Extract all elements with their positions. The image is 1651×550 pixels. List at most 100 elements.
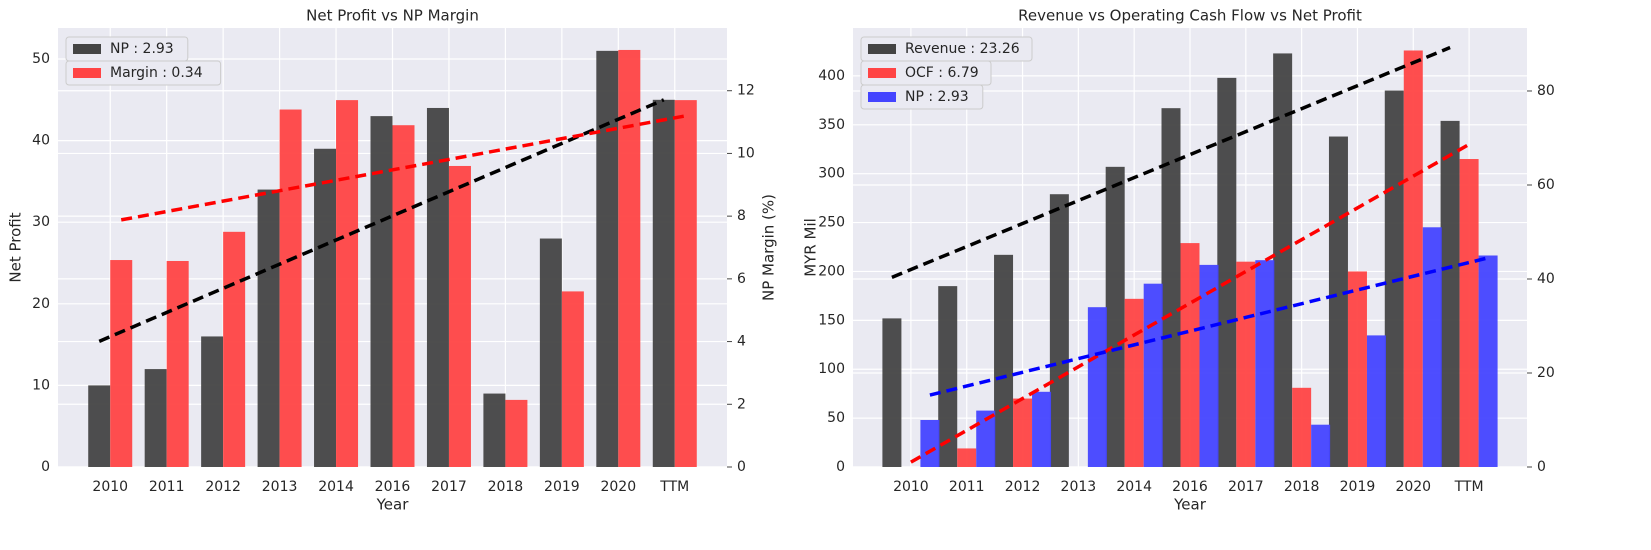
y-tick-label: 50: [32, 51, 50, 67]
legend-box: [860, 84, 984, 110]
x-tick-label: 2011: [149, 479, 185, 495]
y-tick-label: 20: [32, 296, 50, 312]
trend-line: [910, 142, 1470, 464]
x-tick-label: 2012: [205, 479, 241, 495]
x-tick-label: 2018: [1284, 479, 1320, 495]
y-tick-label: 400: [818, 68, 845, 84]
bar: [1049, 194, 1069, 467]
bar: [257, 189, 280, 467]
bar: [1013, 398, 1033, 467]
x-tick-label: TTM: [659, 479, 689, 495]
bar: [166, 260, 189, 467]
bar: [1478, 255, 1498, 467]
trend-line: [98, 98, 665, 343]
legend-label: Margin : 0.34: [110, 65, 203, 81]
y2-tick-label: 2: [737, 396, 746, 412]
x-tick-label: 2016: [375, 479, 411, 495]
legend-swatch: [868, 68, 896, 78]
bar: [539, 238, 562, 467]
y-tick-label: 30: [32, 214, 50, 230]
y-tick-label: 300: [818, 166, 845, 182]
trend-line: [120, 114, 687, 222]
x-tick-label: 2019: [1340, 479, 1376, 495]
x-tick-label: 2013: [262, 479, 298, 495]
x-tick-label: 2013: [1061, 479, 1097, 495]
legend-swatch: [73, 44, 101, 54]
x-axis-label: Year: [376, 496, 410, 514]
legend-box: [65, 60, 222, 86]
bar: [1347, 271, 1367, 467]
y-tick-label: 50: [827, 410, 845, 426]
bar: [110, 260, 133, 467]
bar: [1180, 243, 1200, 467]
bar: [279, 109, 302, 468]
bar: [938, 286, 958, 467]
bar: [1161, 108, 1181, 468]
bar: [976, 410, 996, 467]
bar: [994, 254, 1014, 467]
bar: [1124, 298, 1144, 467]
bar: [561, 291, 584, 467]
y2-tick-label: 6: [737, 271, 746, 287]
legend-swatch: [868, 92, 896, 102]
y-tick-label: 10: [32, 377, 50, 393]
y-axis-label: Net Profit: [7, 212, 25, 282]
legend-label: NP : 2.93: [110, 41, 174, 57]
y-tick-label: 150: [818, 312, 845, 328]
legend-swatch: [73, 68, 101, 78]
bar: [1255, 260, 1275, 467]
y2-axis-label: NP Margin (%): [760, 194, 778, 301]
x-tick-label: TTM: [1454, 479, 1484, 495]
bar: [957, 448, 977, 467]
trend-line: [929, 256, 1489, 397]
bar: [1143, 283, 1163, 467]
y2-tick-label: 10: [737, 145, 755, 161]
bar: [618, 49, 641, 467]
bar: [1440, 120, 1460, 467]
x-tick-label: 2014: [1116, 479, 1152, 495]
x-tick-label: 2012: [1005, 479, 1041, 495]
bar: [1236, 261, 1256, 467]
bar: [370, 116, 393, 467]
x-tick-label: 2010: [893, 479, 929, 495]
x-tick-label: 2019: [544, 479, 580, 495]
bar: [1217, 77, 1237, 468]
bar: [882, 318, 902, 467]
x-tick-label: 2010: [92, 479, 128, 495]
bar: [1032, 391, 1052, 467]
y-tick-label: 250: [818, 215, 845, 231]
x-tick-label: 2020: [1395, 479, 1431, 495]
bar: [596, 50, 619, 467]
y2-tick-label: 12: [737, 83, 755, 99]
legend-label: NP : 2.93: [905, 89, 969, 105]
y-tick-label: 100: [818, 361, 845, 377]
y-tick-label: 0: [836, 459, 845, 475]
bar: [1273, 53, 1293, 468]
bar: [201, 336, 224, 467]
y2-tick-label: 20: [1537, 365, 1555, 381]
legend-swatch: [868, 44, 896, 54]
bar: [920, 419, 940, 467]
bar: [1422, 227, 1442, 467]
y-tick-label: 200: [818, 263, 845, 279]
bar: [505, 399, 528, 467]
x-tick-label: 2016: [1172, 479, 1208, 495]
bar: [448, 165, 471, 467]
x-axis-label: Year: [1173, 496, 1207, 514]
bar: [1292, 387, 1312, 467]
legend-label: Revenue : 23.26: [905, 41, 1020, 57]
y2-tick-label: 0: [1537, 459, 1546, 475]
bar: [674, 100, 697, 467]
x-tick-label: 2014: [318, 479, 354, 495]
trend-line: [891, 45, 1451, 279]
bar: [1105, 166, 1125, 468]
y-axis-label: MYR Mil: [802, 218, 820, 277]
bar: [1311, 424, 1331, 467]
x-tick-label: 2011: [949, 479, 985, 495]
bar: [88, 385, 111, 467]
x-tick-label: 2020: [600, 479, 636, 495]
x-tick-label: 2017: [1228, 479, 1264, 495]
y2-tick-label: 0: [737, 459, 746, 475]
bar: [144, 369, 167, 467]
